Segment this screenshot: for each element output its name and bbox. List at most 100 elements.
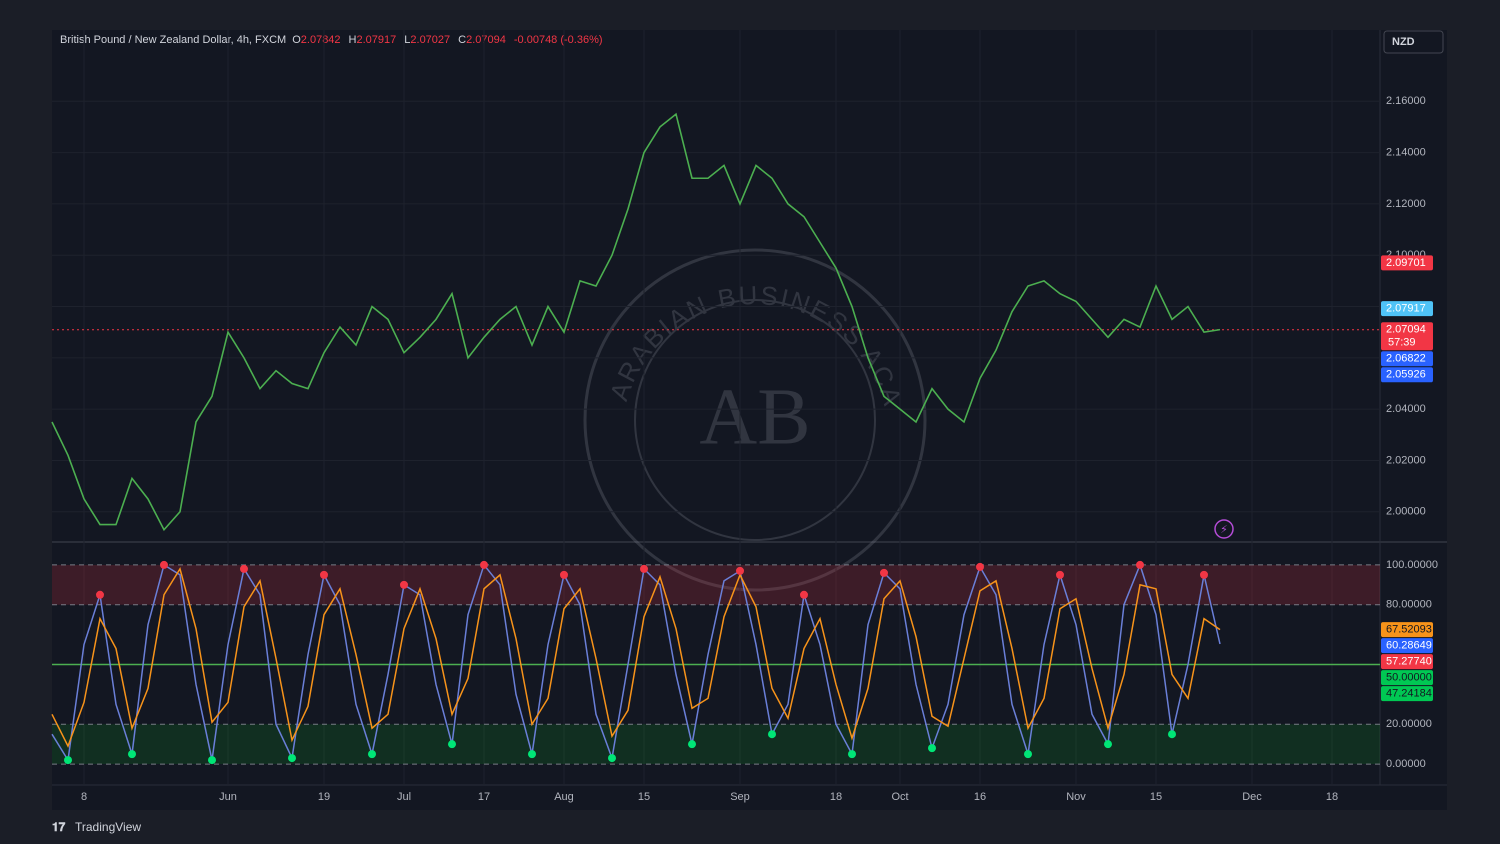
- trough-dot: [768, 730, 776, 739]
- price-label-box: [1381, 301, 1433, 317]
- price-label-box: [1381, 367, 1433, 383]
- symbol-title: British Pound / New Zealand Dollar, 4h, …: [60, 34, 286, 46]
- x-tick-label: Jun: [219, 791, 237, 803]
- x-tick-label: Jul: [397, 791, 411, 803]
- price-label-box: [1381, 322, 1433, 351]
- price-label: 2.05926: [1386, 369, 1426, 381]
- price-label: 2.09701: [1386, 257, 1426, 269]
- x-tick-label: 18: [1326, 791, 1338, 803]
- peak-dot: [1056, 570, 1064, 579]
- price-change: -0.00748 (-0.36%): [514, 34, 603, 46]
- watermark-mark: AB: [699, 373, 810, 461]
- price-label-box: [1381, 654, 1433, 670]
- trough-dot: [528, 750, 536, 759]
- trough-dot: [288, 754, 296, 763]
- peak-dot: [96, 590, 104, 599]
- trough-dot: [1168, 730, 1176, 739]
- price-label: 2.06822: [1386, 353, 1426, 365]
- peak-dot: [240, 564, 248, 573]
- x-tick-label: Sep: [730, 791, 750, 803]
- trough-dot: [608, 754, 616, 763]
- watermark-ring: [634, 299, 876, 541]
- trough-dot: [368, 750, 376, 759]
- chart-background: [52, 30, 1447, 810]
- price-label-box: [1381, 670, 1433, 686]
- trough-dot: [64, 756, 72, 765]
- price-label-box: [1381, 351, 1433, 367]
- y-tick-label: 2.04000: [1386, 403, 1426, 415]
- ohlc-value: 2.07917: [357, 34, 397, 46]
- ohlc-key: C: [458, 34, 466, 46]
- peak-dot: [560, 570, 568, 579]
- currency-button[interactable]: [1383, 30, 1444, 54]
- x-tick-label: 19: [318, 791, 330, 803]
- y-tick-label: 2.16000: [1386, 95, 1426, 107]
- x-tick-label: 18: [830, 791, 842, 803]
- peak-dot: [160, 560, 168, 569]
- y-tick-label: 2.14000: [1386, 146, 1426, 158]
- peak-dot: [880, 568, 888, 577]
- watermark-ring: [583, 248, 927, 592]
- symbol-header: British Pound / New Zealand Dollar, 4h, …: [60, 34, 603, 46]
- y-tick-label: 20.00000: [1386, 718, 1432, 730]
- price-label: 2.07917: [1386, 303, 1426, 315]
- price-label: 57.27740: [1386, 656, 1432, 668]
- alert-icon[interactable]: [1214, 519, 1234, 539]
- ohlc-value: 2.07094: [466, 34, 506, 46]
- x-tick-label: 8: [81, 791, 87, 803]
- peak-dot: [800, 590, 808, 599]
- price-label: 50.00000: [1386, 672, 1432, 684]
- peak-dot: [1200, 570, 1208, 579]
- ohlc-key: H: [349, 34, 357, 46]
- peak-dot: [976, 562, 984, 571]
- price-countdown: 57:39: [1388, 337, 1416, 349]
- y-tick-label: 80.00000: [1386, 599, 1432, 611]
- trough-dot: [128, 750, 136, 759]
- x-tick-label: Oct: [891, 791, 908, 803]
- x-tick-label: 17: [478, 791, 490, 803]
- price-label: 2.07094: [1386, 324, 1426, 336]
- peak-dot: [320, 570, 328, 579]
- y-tick-label: 2.00000: [1386, 506, 1426, 518]
- trough-dot: [208, 756, 216, 765]
- trough-dot: [1104, 740, 1112, 749]
- price-line: [51, 112, 1221, 532]
- peak-dot: [736, 566, 744, 575]
- zone-band: [52, 564, 1380, 605]
- trough-dot: [848, 750, 856, 759]
- ohlc-value: 2.07842: [301, 34, 341, 46]
- price-label-box: [1381, 255, 1433, 271]
- y-tick-label: 2.12000: [1386, 198, 1426, 210]
- price-label-box: [1381, 638, 1433, 654]
- zone-band: [52, 724, 1380, 765]
- trough-dot: [928, 744, 936, 753]
- y-tick-label: 2.02000: [1386, 454, 1426, 466]
- y-tick-label: 0.00000: [1386, 758, 1426, 770]
- logo-mark: 𝟏𝟕: [52, 820, 66, 834]
- trough-dot: [688, 740, 696, 749]
- x-tick-label: 15: [638, 791, 650, 803]
- x-tick-label: 15: [1150, 791, 1162, 803]
- x-tick-label: Dec: [1242, 791, 1262, 803]
- peak-dot: [400, 580, 408, 589]
- price-label: 60.28649: [1386, 640, 1432, 652]
- trough-dot: [448, 740, 456, 749]
- x-tick-label: Aug: [554, 791, 574, 803]
- currency-label[interactable]: NZD: [1392, 36, 1415, 48]
- y-tick-label: 100.00000: [1386, 559, 1438, 571]
- x-tick-label: Nov: [1066, 791, 1086, 803]
- peak-dot: [1136, 560, 1144, 569]
- peak-dot: [480, 560, 488, 569]
- peak-dot: [640, 564, 648, 573]
- trough-dot: [1024, 750, 1032, 759]
- price-label: 67.52093: [1386, 624, 1432, 636]
- price-label: 47.24184: [1386, 688, 1432, 700]
- oscillator-line: [51, 562, 1221, 763]
- ohlc-key: L: [404, 34, 410, 46]
- price-label-box: [1381, 622, 1433, 638]
- alert-icon-glyph[interactable]: ⚡: [1220, 524, 1228, 536]
- oscillator-line: [51, 567, 1221, 749]
- ohlc-value: 2.07027: [410, 34, 450, 46]
- price-label-box: [1381, 686, 1433, 702]
